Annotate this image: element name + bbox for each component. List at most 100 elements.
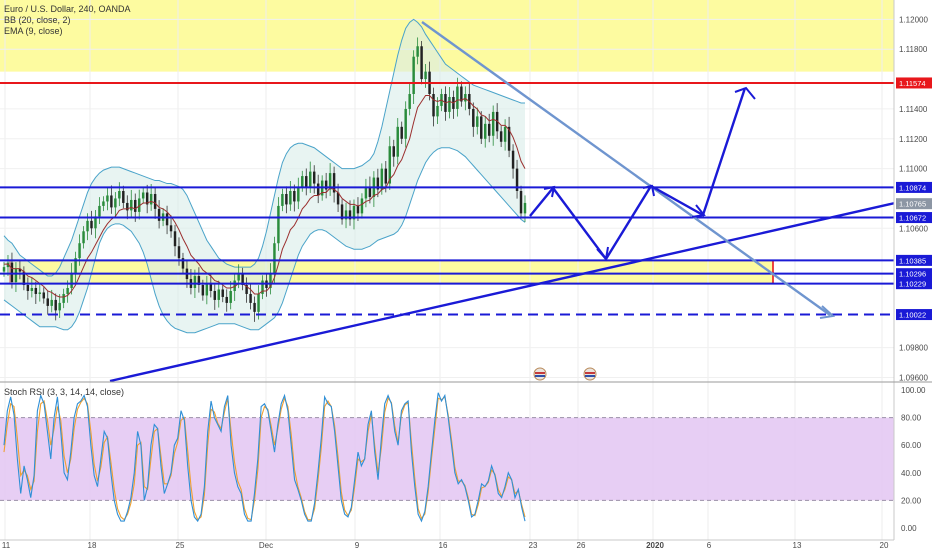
candle-body[interactable] — [58, 302, 61, 311]
candle-body[interactable] — [114, 198, 117, 208]
candle-body[interactable] — [70, 273, 73, 288]
candle-body[interactable] — [110, 195, 113, 208]
candle-body[interactable] — [348, 210, 352, 220]
candle-body[interactable] — [10, 262, 14, 283]
candle-body[interactable] — [126, 202, 129, 211]
candle-body[interactable] — [46, 298, 49, 306]
candle-body[interactable] — [293, 191, 296, 202]
candle-body[interactable] — [165, 213, 169, 226]
candle-body[interactable] — [507, 126, 511, 151]
candle-body[interactable] — [30, 287, 34, 291]
candle-body[interactable] — [201, 285, 205, 296]
candle-body[interactable] — [257, 293, 260, 312]
candle-body[interactable] — [54, 299, 57, 311]
candle-body[interactable] — [50, 299, 53, 306]
candle-body[interactable] — [364, 186, 368, 199]
candle-body[interactable] — [205, 283, 209, 296]
candle-body[interactable] — [316, 183, 320, 196]
candle-body[interactable] — [149, 193, 153, 205]
candle-body[interactable] — [340, 204, 344, 220]
candle-body[interactable] — [26, 285, 30, 291]
candle-body[interactable] — [261, 280, 264, 294]
candle-body[interactable] — [221, 289, 224, 297]
candle-body[interactable] — [384, 168, 388, 184]
candle-body[interactable] — [82, 231, 85, 244]
candle-body[interactable] — [396, 126, 399, 157]
rsi-d-line[interactable] — [3, 395, 526, 521]
candle-body[interactable] — [289, 191, 292, 205]
candle-body[interactable] — [336, 192, 340, 205]
candle-body[interactable] — [356, 205, 360, 214]
candle-body[interactable] — [432, 94, 435, 117]
candle-body[interactable] — [86, 220, 89, 232]
candle-body[interactable] — [360, 198, 364, 214]
candle-body[interactable] — [503, 126, 507, 142]
drawings-layer[interactable] — [109, 21, 896, 383]
stoch-rsi-pane[interactable] — [0, 392, 894, 523]
candle-body[interactable] — [130, 199, 133, 211]
bb-lower-line[interactable] — [3, 147, 526, 334]
stoch-rsi-label[interactable]: Stoch RSI (3, 3, 14, 14, close) — [4, 387, 124, 397]
candle-body[interactable] — [66, 287, 69, 294]
candle-body[interactable] — [78, 243, 81, 259]
candle-body[interactable] — [18, 268, 22, 272]
candle-body[interactable] — [491, 111, 495, 136]
ema-line[interactable] — [4, 95, 526, 298]
event-flag-icon[interactable] — [533, 367, 547, 381]
candle-body[interactable] — [229, 290, 232, 303]
candle-body[interactable] — [2, 267, 6, 272]
candle-body[interactable] — [74, 258, 77, 274]
candle-body[interactable] — [277, 205, 280, 244]
rsi-k-line[interactable] — [3, 392, 526, 523]
candle-body[interactable] — [352, 205, 356, 220]
candle-body[interactable] — [22, 271, 26, 286]
candle-body[interactable] — [34, 287, 38, 294]
candle-body[interactable] — [476, 116, 479, 127]
projection-path[interactable] — [529, 87, 747, 262]
candle-body[interactable] — [209, 283, 213, 291]
candle-body[interactable] — [305, 176, 308, 187]
candle-body[interactable] — [515, 168, 519, 191]
candle-body[interactable] — [472, 108, 475, 127]
candle-body[interactable] — [137, 198, 141, 212]
candle-body[interactable] — [169, 225, 173, 232]
candle-body[interactable] — [90, 220, 93, 229]
time-axis[interactable]: 11 18 25 Dec 9 16 23 26 2020 6 13 20 — [2, 541, 889, 550]
candle-body[interactable] — [134, 199, 137, 212]
rising-trendline[interactable] — [109, 201, 896, 383]
candle-body[interactable] — [94, 216, 97, 229]
candle-body[interactable] — [392, 146, 395, 157]
candle-body[interactable] — [312, 171, 316, 184]
candle-body[interactable] — [193, 276, 197, 288]
candle-body[interactable] — [412, 56, 415, 95]
candle-body[interactable] — [388, 146, 392, 184]
candle-body[interactable] — [38, 292, 42, 294]
candle-body[interactable] — [380, 168, 384, 190]
candle-body[interactable] — [511, 150, 515, 169]
candle-body[interactable] — [153, 193, 157, 209]
candle-body[interactable] — [448, 96, 451, 112]
candle-body[interactable] — [177, 246, 181, 259]
candle-body[interactable] — [436, 105, 439, 117]
price-axis[interactable]: 1.12000 1.11800 1.11400 1.11200 1.11000 1.106… — [899, 15, 928, 382]
candle-body[interactable] — [404, 108, 407, 139]
candle-body[interactable] — [145, 192, 149, 205]
candle-body[interactable] — [281, 193, 284, 206]
falling-trendline[interactable] — [421, 21, 831, 316]
candle-body[interactable] — [249, 293, 252, 303]
candle-body[interactable] — [173, 231, 177, 247]
candle-body[interactable] — [102, 201, 105, 206]
candle-body[interactable] — [420, 46, 423, 80]
candle-body[interactable] — [181, 258, 185, 269]
candle-body[interactable] — [376, 177, 380, 190]
candle-body[interactable] — [344, 210, 348, 220]
candle-body[interactable] — [483, 123, 487, 139]
candle-body[interactable] — [122, 191, 125, 203]
candle-body[interactable] — [197, 276, 201, 286]
candle-body[interactable] — [245, 285, 248, 294]
candle-body[interactable] — [253, 302, 256, 312]
candle-body[interactable] — [416, 46, 419, 57]
candle-body[interactable] — [523, 202, 527, 214]
candle-body[interactable] — [328, 173, 332, 190]
candle-body[interactable] — [460, 86, 463, 102]
